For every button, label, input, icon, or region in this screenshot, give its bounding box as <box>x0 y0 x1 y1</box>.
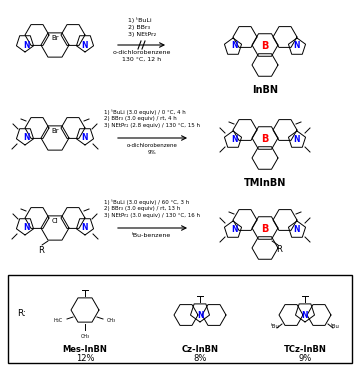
Text: N: N <box>293 224 299 234</box>
Text: 1) ᵗBuLi (3.0 equiv) / 60 °C, 3 h
2) BBr₃ (3.0 equiv) / rt, 13 h
3) NEtPr₂ (3.0 : 1) ᵗBuLi (3.0 equiv) / 60 °C, 3 h 2) BBr… <box>104 199 200 218</box>
Text: 12%: 12% <box>76 354 94 363</box>
Text: ᵗBu: ᵗBu <box>271 324 279 329</box>
Polygon shape <box>25 25 49 45</box>
Text: Br: Br <box>51 128 59 134</box>
Polygon shape <box>17 219 33 235</box>
Polygon shape <box>76 129 94 145</box>
Polygon shape <box>41 126 69 150</box>
Polygon shape <box>288 38 306 54</box>
Text: 8%: 8% <box>193 354 207 363</box>
Polygon shape <box>71 298 99 322</box>
Text: Cl: Cl <box>51 218 58 224</box>
Text: B: B <box>261 41 269 51</box>
Text: TCz-InBN: TCz-InBN <box>284 345 327 354</box>
Text: N: N <box>231 42 237 50</box>
Text: R: R <box>38 246 44 255</box>
Polygon shape <box>174 305 198 325</box>
Polygon shape <box>190 304 210 322</box>
Text: 9%: 9% <box>298 354 312 363</box>
Polygon shape <box>252 34 278 56</box>
Polygon shape <box>61 118 85 138</box>
Polygon shape <box>252 237 278 259</box>
Text: N: N <box>23 134 29 142</box>
Polygon shape <box>224 221 242 237</box>
Text: 1) ᵗBuLi (3.0 equiv) / 0 °C, 4 h
2) BBr₃ (3.0 equiv) / rt, 4 h
3) NEtPr₂ (2.8 eq: 1) ᵗBuLi (3.0 equiv) / 0 °C, 4 h 2) BBr₃… <box>104 109 200 128</box>
Polygon shape <box>273 120 297 141</box>
Text: N: N <box>81 40 87 50</box>
Polygon shape <box>233 120 257 141</box>
Text: B: B <box>261 134 269 144</box>
Polygon shape <box>41 216 69 240</box>
Text: N: N <box>81 134 87 142</box>
Text: Br: Br <box>51 35 59 41</box>
Text: N: N <box>231 224 237 234</box>
Text: N: N <box>23 40 29 50</box>
Polygon shape <box>25 118 49 138</box>
Text: ᵗBu-benzene: ᵗBu-benzene <box>132 233 172 238</box>
Polygon shape <box>252 147 278 169</box>
Text: H₃C: H₃C <box>54 318 63 322</box>
Text: o-dichlorobenzene
9%: o-dichlorobenzene 9% <box>127 143 177 155</box>
Polygon shape <box>233 210 257 230</box>
Polygon shape <box>76 219 94 235</box>
Polygon shape <box>296 304 315 322</box>
Text: N: N <box>231 134 237 144</box>
Text: CH₃: CH₃ <box>107 318 116 322</box>
Polygon shape <box>279 305 303 325</box>
Text: o-dichlorobenzene
130 °C, 12 h: o-dichlorobenzene 130 °C, 12 h <box>113 50 171 62</box>
Polygon shape <box>25 208 49 229</box>
Text: Mes-InBN: Mes-InBN <box>63 345 107 354</box>
Polygon shape <box>252 127 278 149</box>
Bar <box>8 275 352 363</box>
Polygon shape <box>61 208 85 229</box>
Polygon shape <box>233 26 257 47</box>
Text: InBN: InBN <box>252 85 278 95</box>
Text: Cz-InBN: Cz-InBN <box>181 345 219 354</box>
Polygon shape <box>288 221 306 237</box>
Text: N: N <box>81 223 87 233</box>
Text: 1) ᵗBuLi
2) BBr₃
3) NEtPr₂: 1) ᵗBuLi 2) BBr₃ 3) NEtPr₂ <box>128 17 156 37</box>
Text: N: N <box>293 42 299 50</box>
Text: N: N <box>197 311 203 319</box>
Text: R:: R: <box>18 309 26 318</box>
Polygon shape <box>41 33 69 57</box>
Text: CH₃: CH₃ <box>80 334 90 339</box>
Polygon shape <box>61 25 85 45</box>
Polygon shape <box>307 305 331 325</box>
Polygon shape <box>76 36 94 52</box>
Text: R: R <box>276 245 282 254</box>
Polygon shape <box>224 38 242 54</box>
Text: TMInBN: TMInBN <box>244 178 286 188</box>
Polygon shape <box>224 131 242 147</box>
Polygon shape <box>252 217 278 239</box>
Polygon shape <box>252 54 278 76</box>
Text: N: N <box>23 223 29 233</box>
Text: N: N <box>293 134 299 144</box>
Text: N: N <box>302 311 308 319</box>
Polygon shape <box>273 26 297 47</box>
Polygon shape <box>288 131 306 147</box>
Text: B: B <box>261 224 269 234</box>
Polygon shape <box>273 210 297 230</box>
Polygon shape <box>202 305 226 325</box>
Text: ᵗBu: ᵗBu <box>330 324 339 329</box>
Polygon shape <box>17 129 33 145</box>
Polygon shape <box>17 36 33 52</box>
